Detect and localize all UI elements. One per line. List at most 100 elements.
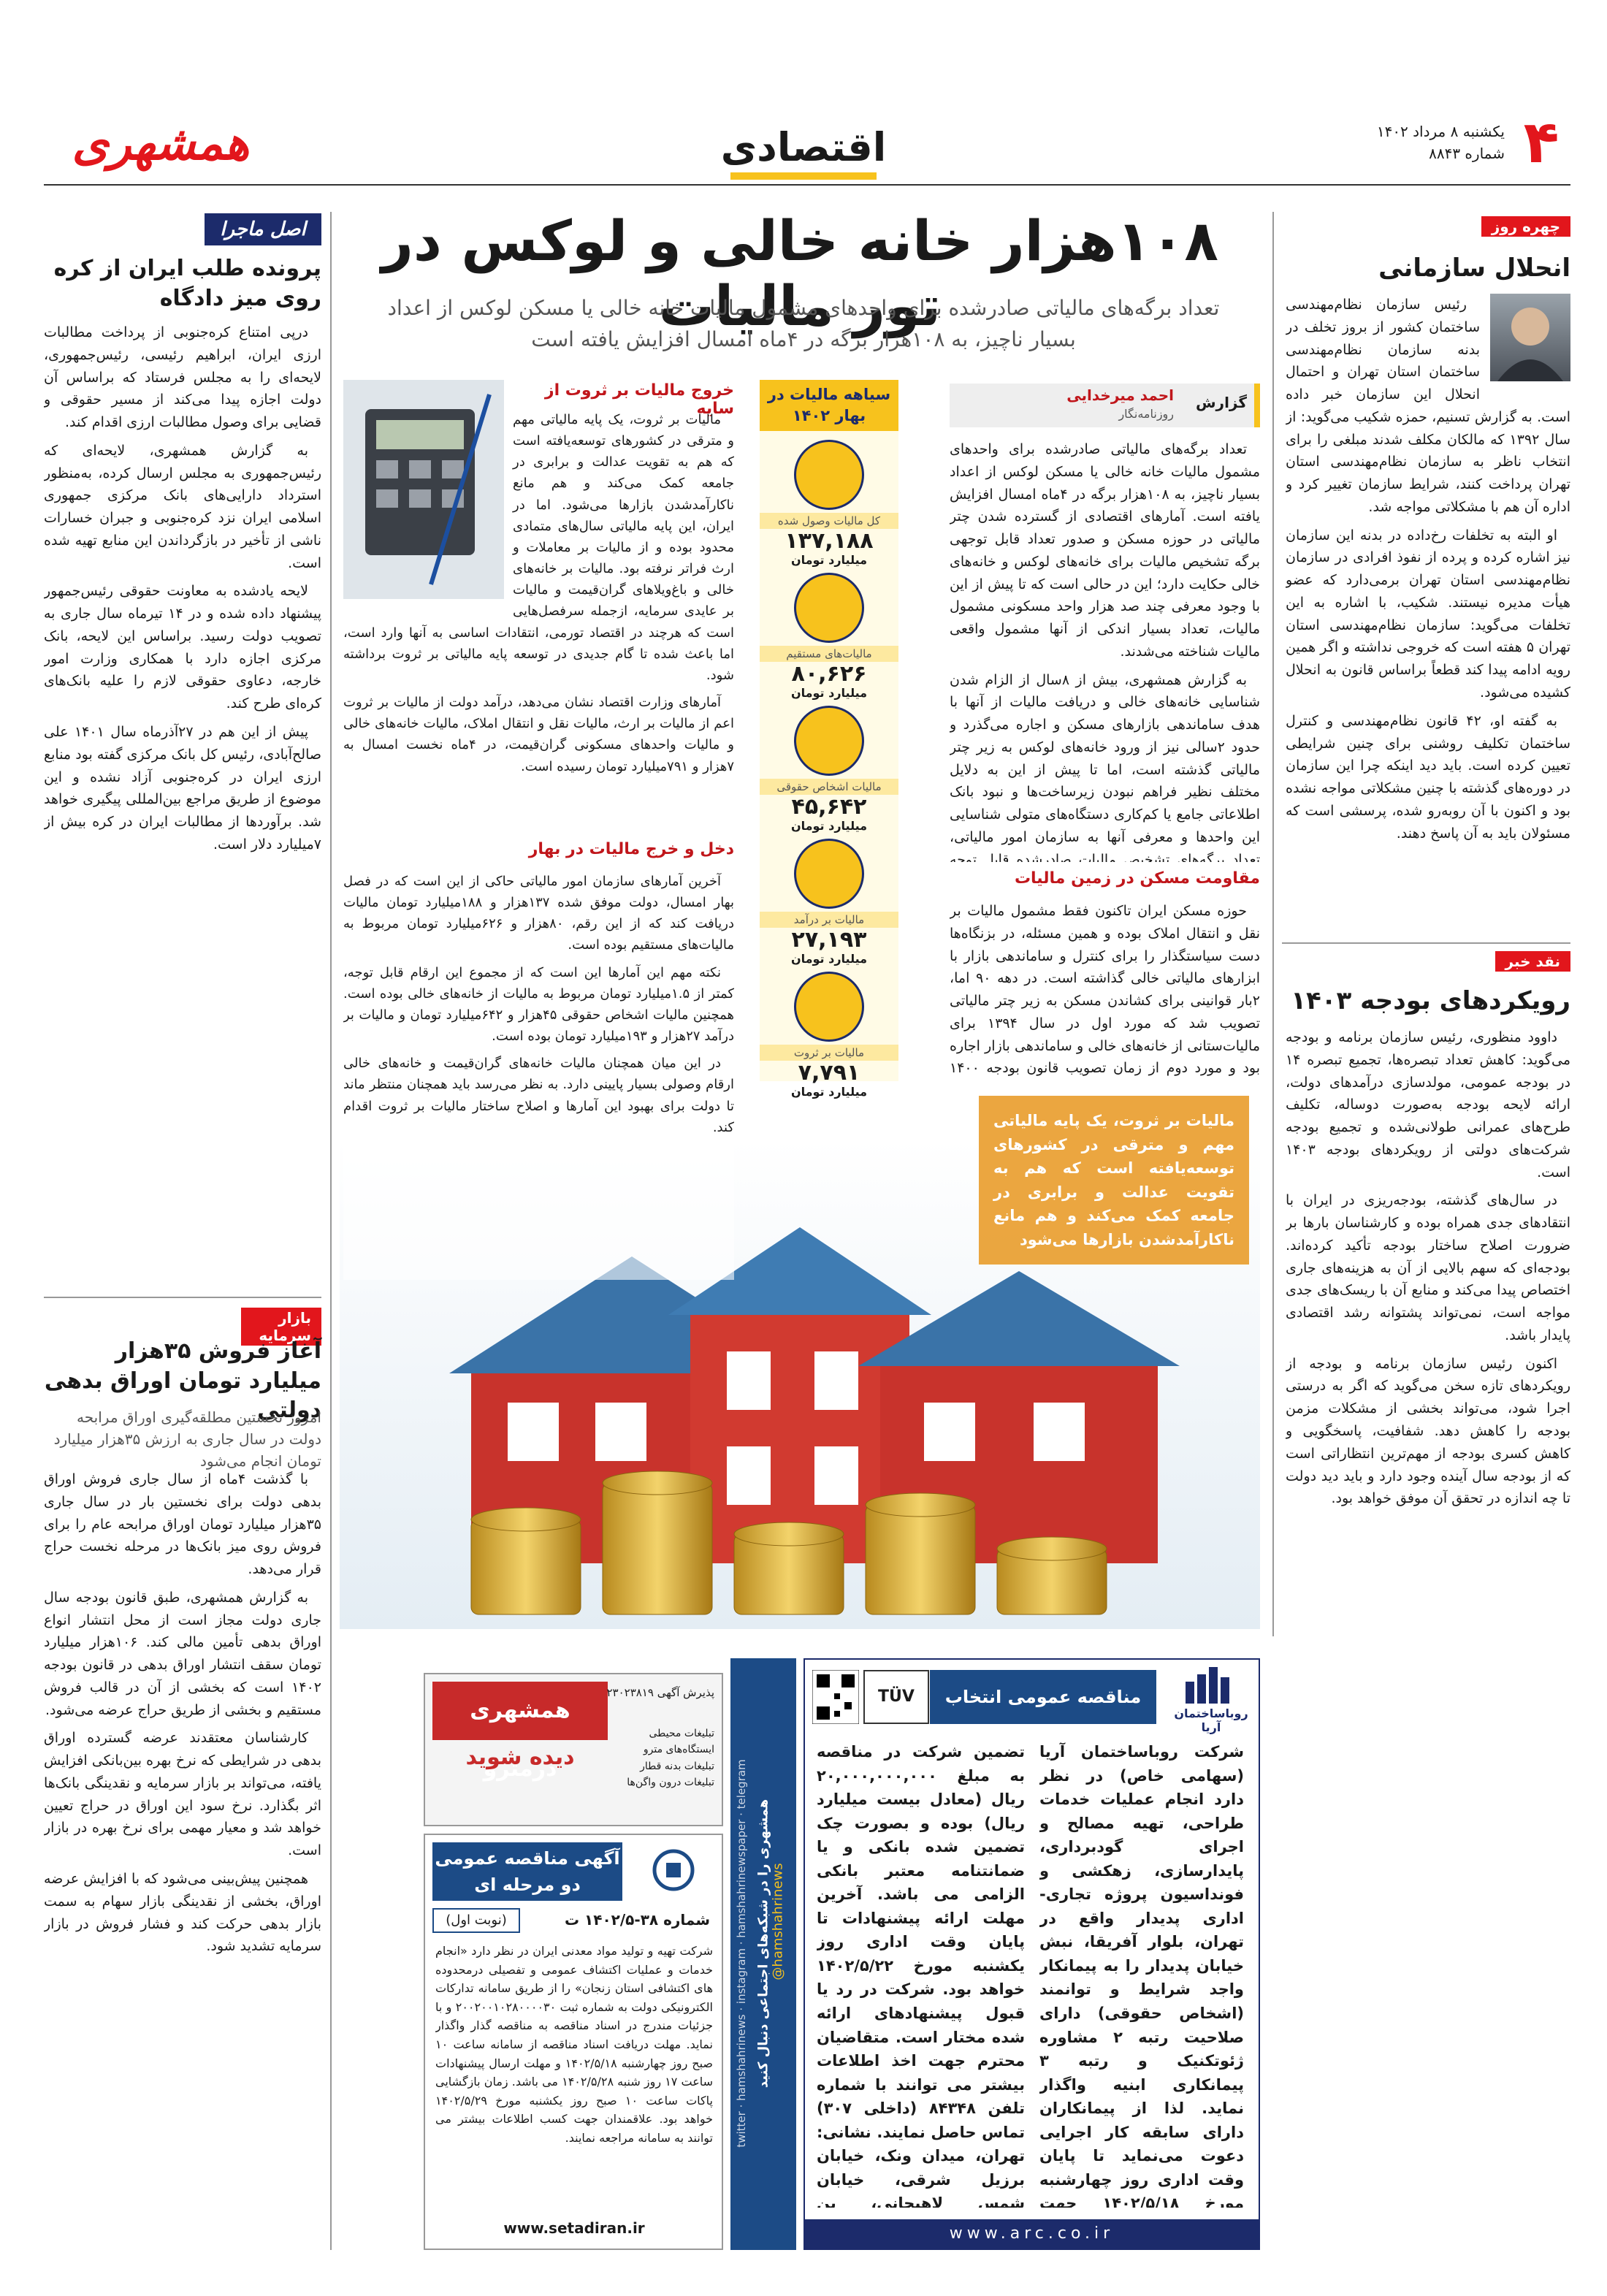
pull-quote: مالیات بر ثروت، یک پایه مالیاتی مهم و مت… (979, 1096, 1249, 1265)
info-label: مالیات بر درآمد (760, 912, 898, 928)
portrait-photo (1490, 294, 1570, 381)
article-body: با گذشت ۴ماه از سال جاری فروش اوراق بدهی… (44, 1468, 321, 2243)
paragraph: پیش از این هم در ۲۷آذرماه سال ۱۴۰۱ علی ص… (44, 724, 321, 853)
notice-logo (652, 1849, 695, 1891)
company-mark (1186, 1667, 1229, 1704)
info-value: ۱۳۷,۱۸۸ (785, 528, 874, 554)
tender-text: تضمین شرکت در مناقصه به مبلغ ۲۰,۰۰۰,۰۰۰,… (817, 1743, 1025, 2208)
metro-item: تبلیغات محیطی ایستگاه‌های مترو (643, 1728, 714, 1756)
notice-text: شرکت تهیه و تولید مواد معدنی ایران در نظ… (435, 1944, 713, 2145)
article-body: درپی امتناع کره‌جنوبی از پرداخت مطالبات … (44, 321, 321, 1286)
paragraph: رئیس سازمان نظام‌مهندسی ساختمان کشور از … (1286, 297, 1570, 515)
metro-brand: همشهری درمترو (432, 1682, 608, 1782)
info-value: ۲۷,۱۹۳ (791, 927, 867, 953)
paragraph: به گزارش همشهری، طبق قانون بودجه سال جار… (44, 1589, 321, 1718)
paragraph: به گزارش همشهری، بیش از ۸سال از الزام شد… (950, 671, 1260, 862)
paragraph: تعداد برگه‌های مالیاتی صادرشده برای واحد… (950, 441, 1260, 660)
header-rule (44, 184, 1570, 186)
paragraph: کارشناسان معتقدند عرضه گسترده اوراق بدهی… (44, 1730, 321, 1859)
column-rule (330, 212, 332, 2250)
notice-round: (نوبت اول) (432, 1908, 520, 1933)
infographic-title: سیاهه مالیات در بهار ۱۴۰۲ (760, 380, 898, 431)
page-number: ۴ (1523, 108, 1560, 176)
metro-list: تبلیغات محیطی ایستگاه‌های مترو تبلیغات بد… (612, 1725, 714, 1791)
info-label: کل مالیات وصول شده (760, 513, 898, 529)
info-icon (794, 972, 864, 1042)
paragraph: با گذشت ۴ماه از سال جاری فروش اوراق بدهی… (44, 1471, 321, 1578)
social-handle: @hamshahrinews (770, 1863, 786, 1980)
article-body: مالیات بر ثروت، یک پایه مالیاتی مهم و مت… (343, 409, 734, 818)
metro-item: تبلیغات بدنه قطار (640, 1760, 714, 1772)
notice-ad: آگهی مناقصه عمومی دو مرحله ای (نوبت اول)… (424, 1834, 723, 2250)
paragraph: همچنین پیش‌بینی می‌شود که با افزایش عرضه… (44, 1871, 321, 1955)
article-body: آخرین آمارهای سازمان امور مالیاتی حاکی ا… (343, 871, 734, 1280)
paragraph: به گزارش همشهری، لایحه‌ای که رئیس‌جمهوری… (44, 442, 321, 571)
infographic-items: کل مالیات وصول شده ۱۳۷,۱۸۸ میلیارد تومان ما… (760, 435, 898, 1100)
info-value: ۴۵,۶۴۲ (791, 794, 867, 820)
metro-slogan: دیده شوید (465, 1744, 575, 1770)
article-body: رئیس سازمان نظام‌مهندسی ساختمان کشور از … (1286, 294, 1570, 929)
metro-phone: پذیرش آگهی ۲۳۰۲۳۸۱۹ (606, 1686, 714, 1699)
section-logo: اصل ماجرا (205, 213, 321, 245)
divider (44, 1297, 321, 1298)
info-unit: میلیارد تومان (790, 686, 868, 700)
portrait (1497, 308, 1563, 381)
info-icon (794, 839, 864, 909)
info-item: مالیات‌های مستقیم ۸۰,۶۲۶ میلیارد تومان (760, 573, 898, 701)
info-item: مالیات بر درآمد ۲۷,۱۹۳ میلیارد تومان (760, 839, 898, 967)
paragraph: نکته مهم این آمارها این است که از مجموع … (343, 964, 734, 1045)
tag: نقد خبر (1495, 951, 1570, 972)
calculator-photo (343, 380, 504, 599)
report-label: گزارش (1195, 394, 1247, 411)
tender-ad: روباساختمان آریا مناقصه عمومی انتخاب پیم… (804, 1658, 1260, 2250)
author: احمد میرخدایی (1066, 386, 1174, 404)
lead: امروز نخستین مطلقه‌گیری اوراق مرابحه دول… (53, 1408, 321, 1470)
paragraph: آخرین آمارهای سازمان امور مالیاتی حاکی ا… (343, 874, 734, 953)
divider (1282, 942, 1570, 944)
metro-ad: همشهری درمترو پذیرش آگهی ۲۳۰۲۳۸۱۹ دیده ش… (424, 1673, 723, 1826)
issue: شماره ۸۸۴۳ (1429, 145, 1505, 162)
headline: انحلال سازمانی (1378, 253, 1570, 283)
paragraph: داوود منظوری، رئیس سازمان برنامه و بودجه… (1286, 1029, 1570, 1181)
float-spacer (1480, 294, 1570, 384)
paragraph: به گفته او، ۴۲ قانون نظام‌مهندسی و کنترل… (1286, 712, 1570, 842)
tender-text: شرکت روباساختمان آریا (سهامی خاص) در نظر… (1039, 1743, 1244, 2208)
paragraph: در سال‌های گذشته، بودجه‌ریزی در ایران با… (1286, 1192, 1570, 1343)
social-networks: twitter · hamshahrinews · instagram · ha… (735, 1759, 748, 2148)
paragraph: در این میان همچنان مالیات خانه‌های گران‌… (343, 1056, 734, 1135)
paragraph: حوزه مسکن ایران تاکنون فقط مشمول مالیات … (950, 903, 1260, 1077)
article-body: داوود منظوری، رئیس سازمان برنامه و بودجه… (1286, 1026, 1570, 1633)
logo: همشهری (72, 117, 250, 171)
info-item: مالیات بر ثروت ۷,۷۹۱ میلیارد تومان (760, 972, 898, 1100)
column-rule (1272, 212, 1274, 1636)
certification-logo: TÜV (863, 1670, 929, 1724)
info-label: مالیات اشخاص حقوقی (760, 779, 898, 795)
article-body: حوزه مسکن ایران تاکنون فقط مشمول مالیات … (950, 900, 1260, 1081)
byline: گزارش احمد میرخدایی روزنامه‌نگار (950, 384, 1260, 427)
info-icon (794, 440, 864, 510)
metro-item: تبلیغات درون واگن‌ها (627, 1777, 714, 1789)
subhead: دخل و خرج مالیات در بهار (528, 840, 734, 858)
section-title: اقتصادی (720, 124, 887, 170)
info-value: ۷,۷۹۱ (798, 1060, 860, 1086)
info-label: مالیات‌های مستقیم (760, 646, 898, 662)
notice-website: www.setadiran.ir (503, 2219, 645, 2237)
author-role: روزنامه‌نگار (1118, 407, 1174, 421)
info-item: کل مالیات وصول شده ۱۳۷,۱۸۸ میلیارد تومان (760, 440, 898, 568)
subhead: خروج مالیات بر ثروت از سایه (544, 381, 734, 418)
info-unit: میلیارد تومان (790, 819, 868, 833)
main-headline: ۱۰۸هزار خانه خالی و لوکس در تور مالیات (381, 208, 1218, 338)
subhead: مقاومت مسکن در زمین مالیات (1014, 869, 1260, 888)
paragraph: مالیات بر ثروت، یک پایه مالیاتی مهم و مت… (343, 412, 734, 683)
company-logo: روباساختمان آریا (1174, 1706, 1248, 1734)
info-unit: میلیارد تومان (790, 1085, 868, 1099)
paragraph: او البته به تخلفات رخ‌داده در بدنه این س… (1286, 527, 1570, 701)
info-unit: میلیارد تومان (790, 553, 868, 567)
website: www.arc.co.ir (805, 2219, 1259, 2249)
info-label: مالیات بر ثروت (760, 1045, 898, 1061)
main-subtitle: تعداد برگه‌های مالیاتی صادرشده برای واحد… (387, 296, 1220, 352)
info-icon (794, 573, 864, 643)
date: یکشنبه ۸ مرداد ۱۴۰۲ (1376, 123, 1505, 140)
